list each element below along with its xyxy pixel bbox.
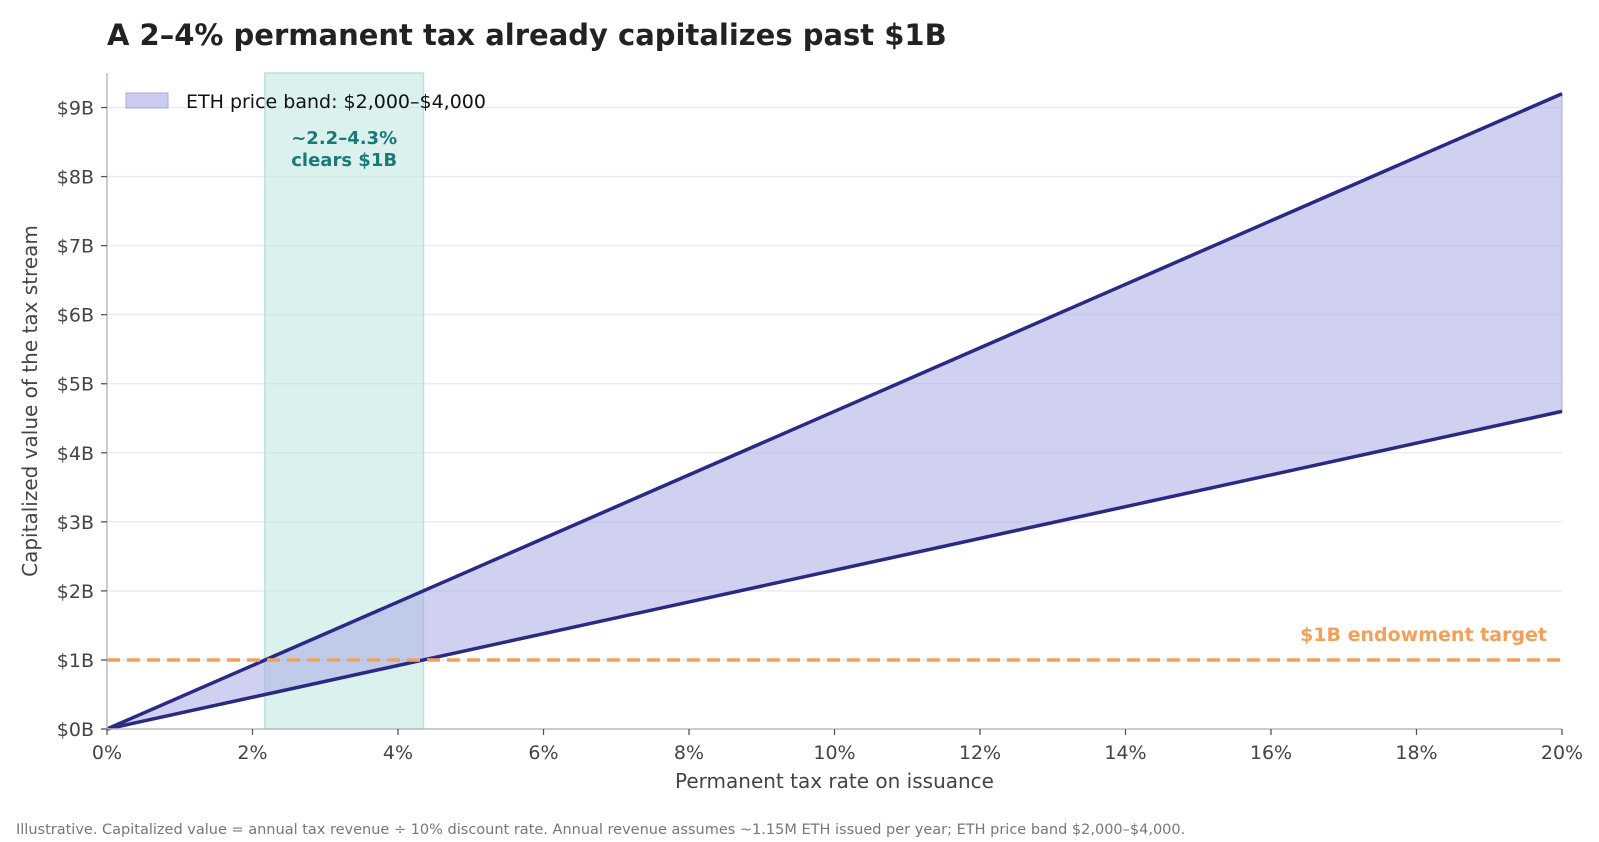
y-tick-label: $8B — [57, 167, 94, 189]
y-axis-label: Capitalized value of the tax stream — [18, 225, 42, 577]
y-tick-label: $3B — [57, 512, 94, 534]
reference-line-label: $1B endowment target — [1300, 624, 1547, 646]
series-line-high — [106, 92, 1563, 731]
y-tick-label: $7B — [57, 236, 94, 258]
legend: ETH price band: $2,000–$4,000 — [125, 91, 486, 113]
y-tick-label: $1B — [57, 650, 94, 672]
legend-label: ETH price band: $2,000–$4,000 — [186, 91, 486, 113]
x-tick-label: 16% — [1250, 742, 1292, 764]
x-tick-label: 8% — [674, 742, 704, 764]
x-tick-label: 6% — [528, 742, 558, 764]
x-tick-label: 14% — [1104, 742, 1146, 764]
x-axis-label: Permanent tax rate on issuance — [675, 769, 994, 793]
x-tick-label: 10% — [813, 742, 855, 764]
legend-swatch — [125, 92, 169, 109]
y-tick-label: $9B — [57, 98, 94, 120]
x-tick-label: 2% — [237, 742, 267, 764]
series-line-low — [106, 409, 1563, 731]
highlight-label-line1: ~2.2–4.3% — [291, 128, 397, 149]
x-tick-label: 20% — [1541, 742, 1583, 764]
y-tick-label: $5B — [57, 374, 94, 396]
series-lines-group — [106, 92, 1563, 731]
footnote: Illustrative. Capitalized value = annual… — [16, 822, 1185, 838]
y-tick-label: $2B — [57, 581, 94, 603]
x-tick-label: 4% — [383, 742, 413, 764]
y-tick-label: $0B — [57, 719, 94, 741]
x-tick-label: 18% — [1395, 742, 1437, 764]
y-ticks-group: $0B $1B $2B $3B $4B $5B $6B $7B $8B $9B — [57, 98, 107, 741]
chart-title: A 2–4% permanent tax already capitalizes… — [107, 18, 947, 52]
x-tick-label: 0% — [92, 742, 122, 764]
y-tick-label: $4B — [57, 443, 94, 465]
y-tick-label: $6B — [57, 305, 94, 327]
highlight-label-line2: clears $1B — [291, 150, 397, 171]
x-tick-label: 12% — [959, 742, 1001, 764]
x-ticks-group: 0% 2% 4% 6% 8% 10% 12% 14% 16% 18% 20% — [92, 729, 1583, 764]
reference-line-group: $1B endowment target — [107, 624, 1562, 662]
